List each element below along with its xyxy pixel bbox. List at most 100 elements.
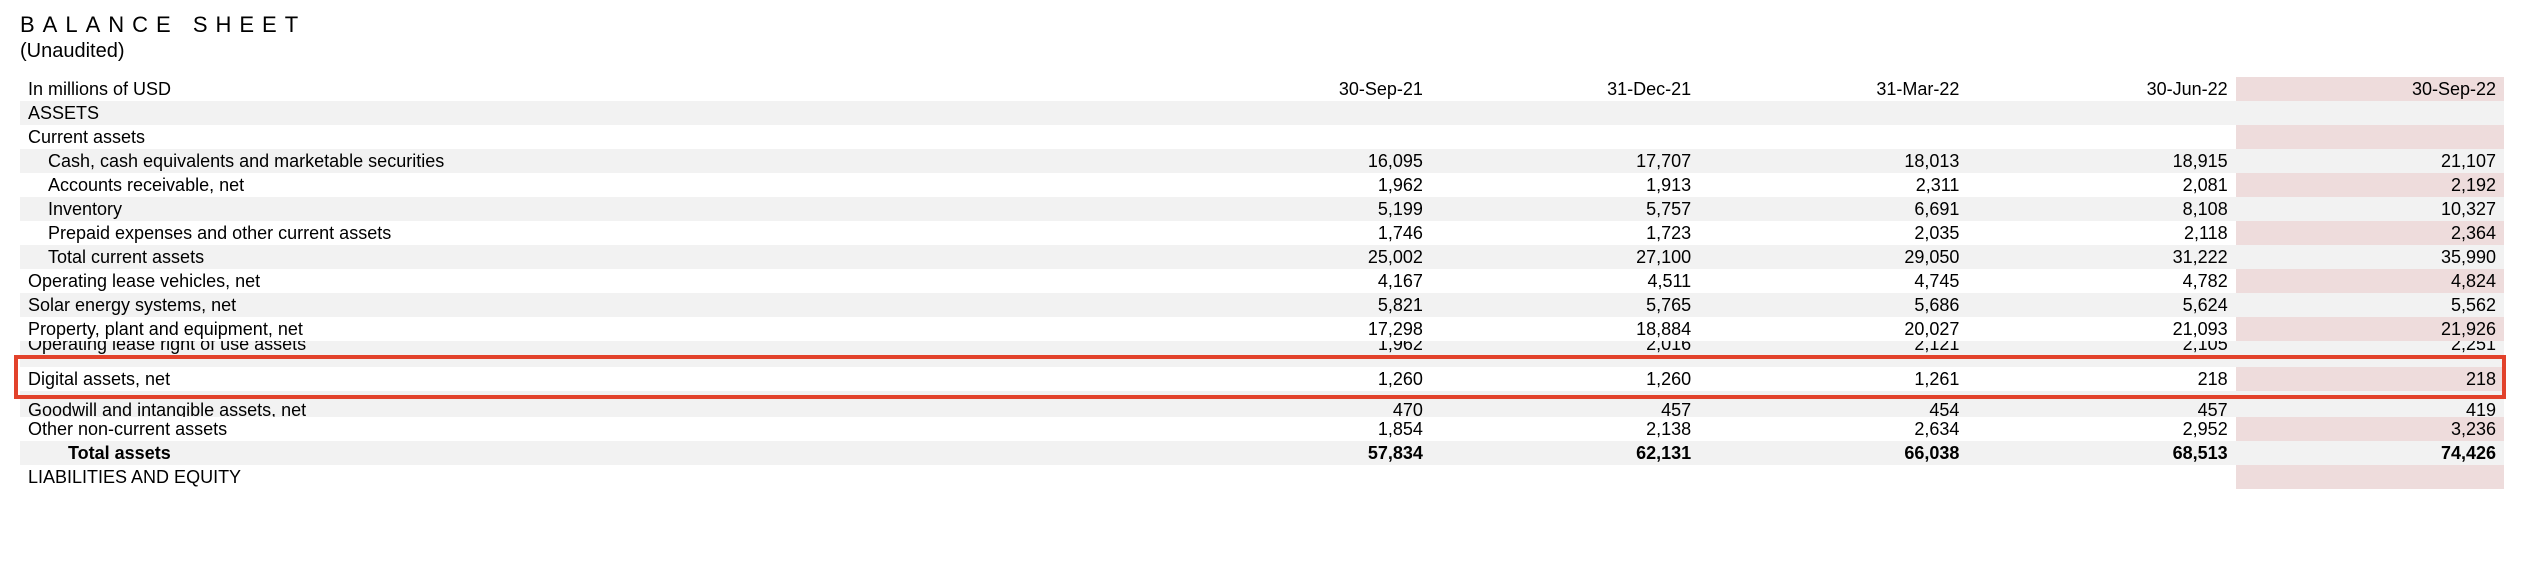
- row-label: Cash, cash equivalents and marketable se…: [20, 149, 1163, 173]
- units-label: In millions of USD: [20, 77, 1163, 101]
- cell-value: 5,757: [1431, 197, 1699, 221]
- cell-value: 1,854: [1163, 417, 1431, 441]
- cell-value: 27,100: [1431, 245, 1699, 269]
- table-row: Property, plant and equipment, net17,298…: [20, 317, 2504, 341]
- table-row: Operating lease vehicles, net4,1674,5114…: [20, 269, 2504, 293]
- table-row: Prepaid expenses and other current asset…: [20, 221, 2504, 245]
- table-row: Cash, cash equivalents and marketable se…: [20, 149, 2504, 173]
- row-label: Prepaid expenses and other current asset…: [20, 221, 1163, 245]
- table-row: Goodwill and intangible assets, net47045…: [20, 391, 2504, 417]
- cell-value: [2236, 125, 2504, 149]
- table-row: Accounts receivable, net1,9621,9132,3112…: [20, 173, 2504, 197]
- subtitle: (Unaudited): [20, 40, 2504, 63]
- row-label: Total assets: [20, 441, 1163, 465]
- section-row: ASSETS: [20, 101, 2504, 125]
- cell-value: 2,192: [2236, 173, 2504, 197]
- cell-value: [1163, 125, 1431, 149]
- cell-value: 3,236: [2236, 417, 2504, 441]
- cell-value: 2,121: [1699, 341, 1967, 367]
- table-row: Operating lease right of use assets1,962…: [20, 341, 2504, 367]
- cell-value: 4,782: [1967, 269, 2235, 293]
- section-row: LIABILITIES AND EQUITY: [20, 465, 2504, 489]
- col-header: 31-Dec-21: [1431, 77, 1699, 101]
- cell-value: 66,038: [1699, 441, 1967, 465]
- table-row: Digital assets, net1,2601,2601,261218218: [20, 367, 2504, 391]
- cell-value: 8,108: [1967, 197, 2235, 221]
- cell-value: 2,251: [2236, 341, 2504, 367]
- row-label: Goodwill and intangible assets, net: [20, 391, 1163, 417]
- cell-value: 10,327: [2236, 197, 2504, 221]
- balance-sheet-table: In millions of USD 30-Sep-21 31-Dec-21 3…: [20, 77, 2504, 489]
- cell-value: 29,050: [1699, 245, 1967, 269]
- title: BALANCE SHEET: [20, 12, 2504, 38]
- cell-value: 21,093: [1967, 317, 2235, 341]
- col-header: 31-Mar-22: [1699, 77, 1967, 101]
- row-label: Inventory: [20, 197, 1163, 221]
- row-label: Current assets: [20, 125, 1163, 149]
- cell-value: 74,426: [2236, 441, 2504, 465]
- cell-value: 21,107: [2236, 149, 2504, 173]
- cell-value: 2,364: [2236, 221, 2504, 245]
- cell-value: 5,686: [1699, 293, 1967, 317]
- cell-value: 1,261: [1699, 367, 1967, 391]
- cell-value: 25,002: [1163, 245, 1431, 269]
- cell-value: [1967, 125, 2235, 149]
- section-assets: ASSETS: [20, 101, 1163, 125]
- cell-value: 1,913: [1431, 173, 1699, 197]
- row-label: Total current assets: [20, 245, 1163, 269]
- cell-value: 18,915: [1967, 149, 2235, 173]
- cell-value: [1431, 125, 1699, 149]
- cell-value: 4,824: [2236, 269, 2504, 293]
- table-row: Total assets57,83462,13166,03868,51374,4…: [20, 441, 2504, 465]
- row-label: Accounts receivable, net: [20, 173, 1163, 197]
- cell-value: 2,035: [1699, 221, 1967, 245]
- row-label: Solar energy systems, net: [20, 293, 1163, 317]
- cell-value: 2,311: [1699, 173, 1967, 197]
- cell-value: 4,745: [1699, 269, 1967, 293]
- cell-value: 5,821: [1163, 293, 1431, 317]
- cell-value: 1,962: [1163, 173, 1431, 197]
- row-label: Property, plant and equipment, net: [20, 317, 1163, 341]
- cell-value: 68,513: [1967, 441, 2235, 465]
- cell-value: 1,723: [1431, 221, 1699, 245]
- cell-value: 20,027: [1699, 317, 1967, 341]
- cell-value: 18,884: [1431, 317, 1699, 341]
- col-header: 30-Jun-22: [1967, 77, 2235, 101]
- row-label: Operating lease vehicles, net: [20, 269, 1163, 293]
- section-liabilities: LIABILITIES AND EQUITY: [20, 465, 1163, 489]
- balance-sheet-table-wrap: In millions of USD 30-Sep-21 31-Dec-21 3…: [20, 77, 2504, 489]
- cell-value: 57,834: [1163, 441, 1431, 465]
- cell-value: 1,260: [1431, 367, 1699, 391]
- cell-value: 2,105: [1967, 341, 2235, 367]
- row-label: Digital assets, net: [20, 367, 1163, 391]
- cell-value: 419: [2236, 391, 2504, 417]
- cell-value: 17,707: [1431, 149, 1699, 173]
- table-row: Solar energy systems, net5,8215,7655,686…: [20, 293, 2504, 317]
- cell-value: 4,511: [1431, 269, 1699, 293]
- cell-value: 31,222: [1967, 245, 2235, 269]
- cell-value: 5,199: [1163, 197, 1431, 221]
- cell-value: 6,691: [1699, 197, 1967, 221]
- table-row: Inventory5,1995,7576,6918,10810,327: [20, 197, 2504, 221]
- header-row: In millions of USD 30-Sep-21 31-Dec-21 3…: [20, 77, 2504, 101]
- cell-value: 5,624: [1967, 293, 2235, 317]
- cell-value: 18,013: [1699, 149, 1967, 173]
- cell-value: 35,990: [2236, 245, 2504, 269]
- cell-value: 470: [1163, 391, 1431, 417]
- cell-value: 1,260: [1163, 367, 1431, 391]
- cell-value: 2,118: [1967, 221, 2235, 245]
- table-row: Current assets: [20, 125, 2504, 149]
- cell-value: 2,634: [1699, 417, 1967, 441]
- row-label: Operating lease right of use assets: [20, 341, 1163, 367]
- cell-value: 1,962: [1163, 341, 1431, 367]
- cell-value: [1699, 125, 1967, 149]
- cell-value: 457: [1431, 391, 1699, 417]
- cell-value: 16,095: [1163, 149, 1431, 173]
- cell-value: 2,081: [1967, 173, 2235, 197]
- cell-value: 218: [2236, 367, 2504, 391]
- row-label: Other non-current assets: [20, 417, 1163, 441]
- cell-value: 17,298: [1163, 317, 1431, 341]
- cell-value: 218: [1967, 367, 2235, 391]
- cell-value: 21,926: [2236, 317, 2504, 341]
- col-header: 30-Sep-21: [1163, 77, 1431, 101]
